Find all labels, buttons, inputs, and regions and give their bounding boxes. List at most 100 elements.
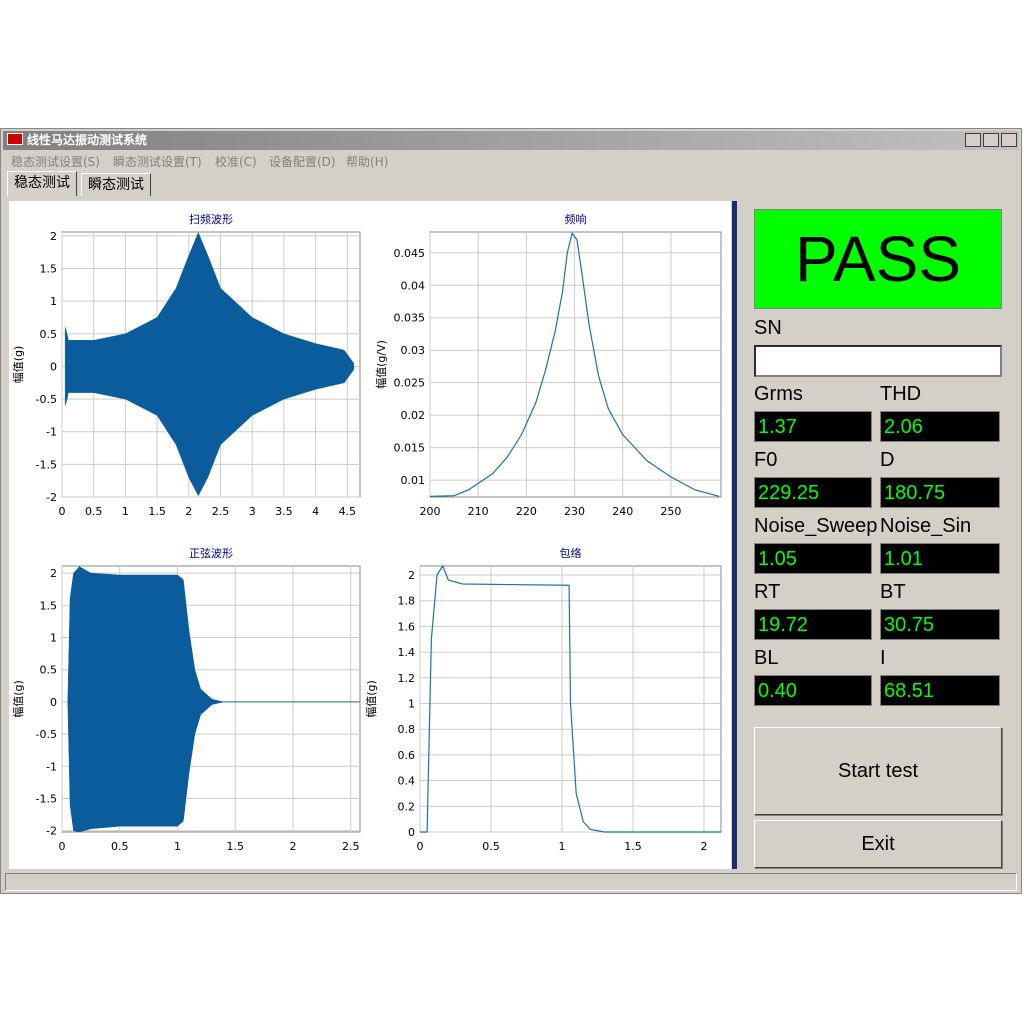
field-label: Noise_Sin — [880, 515, 972, 537]
x-tick-label: 0 — [59, 505, 66, 518]
start-button[interactable]: Start test — [754, 727, 1002, 815]
y-tick-label: 0.015 — [394, 442, 426, 455]
field-label: BT — [880, 581, 906, 603]
x-tick-label: 4 — [312, 505, 319, 518]
waveform-area — [67, 566, 360, 703]
tab-active[interactable]: 稳态测试 — [7, 171, 77, 196]
menu-item[interactable]: 校准(C) — [215, 155, 257, 169]
y-tick-label: 0.025 — [394, 377, 426, 390]
app-window: 线性马达振动测试系统 稳态测试 瞬态测试 0 0.5 1 1.5 2 2.5 3 3.5 4 4.… — [0, 128, 1022, 894]
waveform-area — [67, 701, 360, 833]
y-tick-label: -1 — [46, 426, 57, 439]
y-tick-label: 1.2 — [398, 672, 416, 685]
y-axis-label: 幅值(g) — [12, 680, 25, 718]
title-bar: 线性马达振动测试系统 — [3, 131, 1019, 150]
x-tick-label: 220 — [516, 505, 537, 518]
field-label: RT — [754, 581, 781, 603]
field-value: 68.51 — [880, 675, 1000, 706]
y-tick-label: 2 — [50, 567, 57, 580]
chart-title: 扫频波形 — [189, 212, 233, 226]
field-label: D — [880, 449, 895, 471]
field-value: 19.72 — [754, 609, 872, 640]
field-label: BL — [754, 647, 779, 669]
y-tick-label: 0 — [50, 360, 57, 373]
field-value: 0.40 — [754, 675, 872, 706]
status-bar — [5, 873, 1017, 891]
x-tick-label: 1.5 — [624, 840, 642, 853]
y-tick-label: 2 — [50, 230, 57, 243]
field-label: THD — [880, 383, 922, 405]
x-tick-label: 0.5 — [85, 505, 103, 518]
x-tick-label: 250 — [660, 505, 681, 518]
y-tick-label: 0 — [408, 826, 415, 839]
x-tick-label: 1.5 — [227, 840, 245, 853]
y-tick-label: 0.4 — [398, 775, 416, 788]
field-value: 1.05 — [754, 543, 872, 574]
x-tick-label: 4.5 — [339, 505, 357, 518]
y-tick-label: 0.035 — [394, 312, 426, 325]
chart-title: 正弦波形 — [189, 546, 233, 560]
x-tick-label: 3.5 — [275, 505, 293, 518]
x-tick-label: 0 — [417, 840, 424, 853]
y-tick-label: 1 — [50, 295, 57, 308]
y-tick-label: -2 — [46, 825, 57, 838]
field-value: 1.01 — [880, 543, 1000, 574]
y-axis-label: 幅值(g/V) — [375, 340, 388, 389]
x-tick-label: 0.5 — [482, 840, 500, 853]
field-label: Grms — [754, 383, 803, 405]
field-label: F0 — [754, 449, 778, 471]
y-tick-label: 0.5 — [40, 328, 58, 341]
menu-item[interactable]: 帮助(H) — [346, 155, 389, 169]
y-tick-label: -1.5 — [36, 458, 57, 471]
y-tick-label: 0.5 — [40, 664, 58, 677]
y-tick-label: 0.2 — [398, 800, 416, 813]
y-tick-label: -2 — [46, 491, 57, 504]
y-axis-label: 幅值(g) — [12, 346, 25, 384]
x-tick-label: 240 — [612, 505, 633, 518]
data-line — [429, 231, 720, 497]
app-icon — [7, 133, 23, 145]
x-tick-label: 2.5 — [342, 840, 360, 853]
field-value: 229.25 — [754, 477, 872, 508]
menu-item[interactable]: 设备配置(D) — [269, 155, 336, 169]
waveform-area — [64, 366, 354, 497]
close-button[interactable] — [1001, 133, 1017, 147]
y-tick-label: 1.6 — [398, 620, 416, 633]
divider — [732, 201, 737, 869]
exit-button[interactable]: Exit — [754, 820, 1002, 868]
x-tick-label: 2 — [290, 840, 297, 853]
maximize-button[interactable] — [983, 133, 999, 147]
menu-item[interactable]: 瞬态测试设置(T) — [113, 155, 202, 169]
y-tick-label: 0.02 — [401, 409, 426, 422]
x-tick-label: 3 — [249, 505, 256, 518]
sn-label: SN — [754, 317, 782, 339]
y-tick-label: 0 — [50, 696, 57, 709]
y-tick-label: 0.8 — [398, 723, 416, 736]
x-tick-label: 2 — [185, 505, 192, 518]
sn-input[interactable] — [754, 345, 1002, 377]
y-tick-label: -0.5 — [36, 728, 57, 741]
menu-item[interactable]: 稳态测试设置(S) — [11, 155, 100, 169]
field-label: I — [880, 647, 886, 669]
x-tick-label: 1 — [122, 505, 129, 518]
tab[interactable]: 瞬态测试 — [81, 173, 151, 196]
chart-area: 0 0.5 1 1.5 2 2.5 3 3.5 4 4.5 -2 -1.5 -1 -0.5 0 0.5 1 1.5… — [9, 201, 731, 869]
y-tick-label: 0.01 — [401, 474, 426, 487]
result-indicator: PASS — [754, 209, 1002, 309]
x-tick-label: 200 — [420, 505, 441, 518]
field-value: 2.06 — [880, 411, 1000, 442]
window-title: 线性马达振动测试系统 — [27, 133, 148, 147]
charts: 0 0.5 1 1.5 2 2.5 3 3.5 4 4.5 -2 -1.5 -1 -0.5 0 0.5 1 1.5… — [12, 212, 722, 853]
y-tick-label: 1.8 — [398, 595, 416, 608]
x-tick-label: 1.5 — [148, 505, 166, 518]
y-tick-label: -1.5 — [36, 793, 57, 806]
field-value: 180.75 — [880, 477, 1000, 508]
y-tick-label: 1 — [50, 631, 57, 644]
y-tick-label: -1 — [46, 760, 57, 773]
window-controls — [965, 133, 1017, 147]
y-tick-label: 0.04 — [401, 279, 426, 292]
y-tick-label: 1 — [408, 697, 415, 710]
y-tick-label: 0.6 — [398, 749, 416, 762]
y-tick-label: 1.4 — [398, 646, 416, 659]
minimize-button[interactable] — [965, 133, 981, 147]
